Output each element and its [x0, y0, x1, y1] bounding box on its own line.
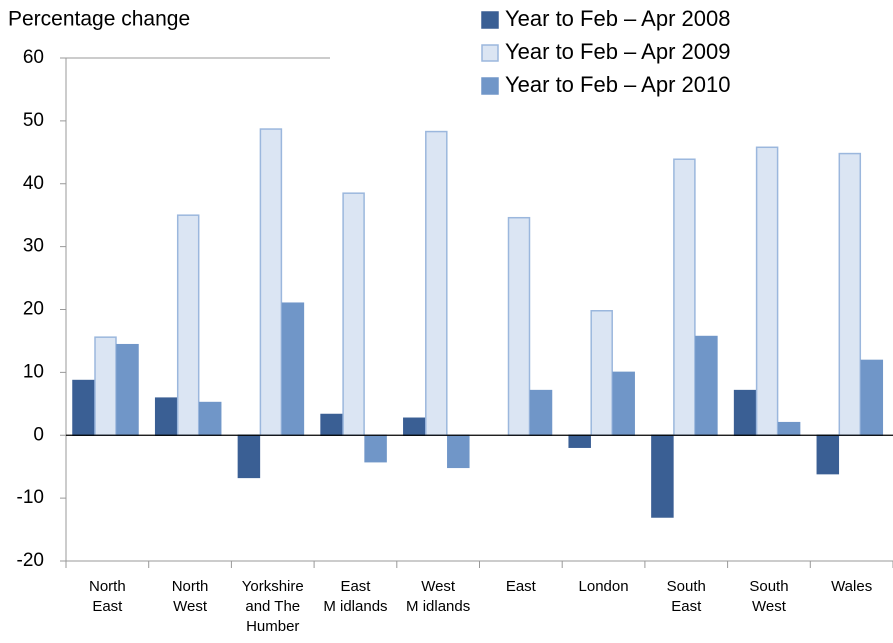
bar [176, 214, 200, 436]
bar [342, 192, 365, 436]
bar [198, 401, 222, 436]
bar [237, 434, 261, 479]
y-axis-title: Percentage change [8, 8, 190, 31]
x-tick-label-line: East [671, 598, 702, 615]
y-tick-label: 30 [23, 236, 44, 257]
bar [94, 336, 117, 437]
legend-swatch [481, 11, 499, 29]
x-tick-label: East [506, 578, 537, 595]
y-tick-label: 60 [23, 47, 44, 68]
bar [320, 413, 343, 437]
x-tick-label-line: West [421, 578, 456, 595]
x-tick-label-line: London [579, 578, 629, 595]
bar [154, 397, 178, 436]
bar [403, 417, 426, 436]
x-tick-label-line: East [92, 598, 123, 615]
x-tick-label-line: M idlands [406, 598, 470, 615]
bar [425, 130, 448, 436]
bar [860, 359, 884, 436]
y-tick-label: 20 [23, 299, 44, 320]
bar [529, 389, 553, 437]
bar [838, 152, 862, 436]
bar [777, 421, 801, 436]
bar [116, 343, 139, 436]
bar [673, 158, 696, 436]
x-tick-label: South West [749, 578, 788, 615]
bar [651, 434, 674, 518]
bar [507, 216, 531, 436]
bar [612, 371, 635, 436]
x-tick-label-line: M idlands [323, 598, 387, 615]
x-tick-label-line: South [667, 578, 706, 595]
x-tick-label: North East [89, 578, 126, 615]
x-tick-label: London [579, 578, 629, 595]
x-tick-label: South East [667, 578, 706, 615]
y-tick-label: -10 [17, 487, 44, 508]
x-tick-label-line: East [506, 578, 537, 595]
bar [364, 434, 387, 463]
x-tick-label-line: and The [245, 598, 300, 615]
bar [733, 389, 757, 437]
bar [72, 379, 95, 436]
x-tick-label-line: Wales [831, 578, 872, 595]
x-tick-label-line: Yorkshire [242, 578, 304, 595]
x-tick-label-line: North [89, 578, 126, 595]
x-tick-label: Wales [831, 578, 872, 595]
x-tick-label-line: East [340, 578, 371, 595]
x-tick-label-line: South [749, 578, 788, 595]
y-tick-label: 0 [33, 424, 44, 445]
x-tick-label: Yorkshire and The Humber [242, 578, 304, 635]
legend-swatch [481, 44, 499, 62]
x-tick-label: North West [172, 578, 209, 615]
x-tick-label: West M idlands [406, 578, 470, 615]
y-tick-label: 10 [23, 361, 44, 382]
bar [590, 310, 613, 437]
x-tick-label: East M idlands [323, 578, 387, 615]
bar [568, 434, 591, 448]
legend-label: Year to Feb – Apr 2008 [505, 6, 730, 31]
y-tick-label: 40 [23, 173, 44, 194]
x-tick-label-line: North [172, 578, 209, 595]
y-tick-label: -20 [17, 550, 44, 571]
bar [447, 434, 470, 469]
legend-label: Year to Feb – Apr 2010 [505, 72, 730, 97]
bar [695, 335, 718, 437]
y-tick-label: 50 [23, 110, 44, 131]
x-tick-label-line: Humber [246, 618, 299, 635]
legend-swatch [481, 77, 499, 95]
bar [816, 434, 840, 475]
legend-label: Year to Feb – Apr 2009 [505, 39, 730, 64]
bar [755, 146, 779, 436]
x-tick-label-line: West [173, 598, 208, 615]
x-tick-label-line: West [752, 598, 787, 615]
bar [281, 302, 305, 436]
bar [259, 128, 283, 437]
